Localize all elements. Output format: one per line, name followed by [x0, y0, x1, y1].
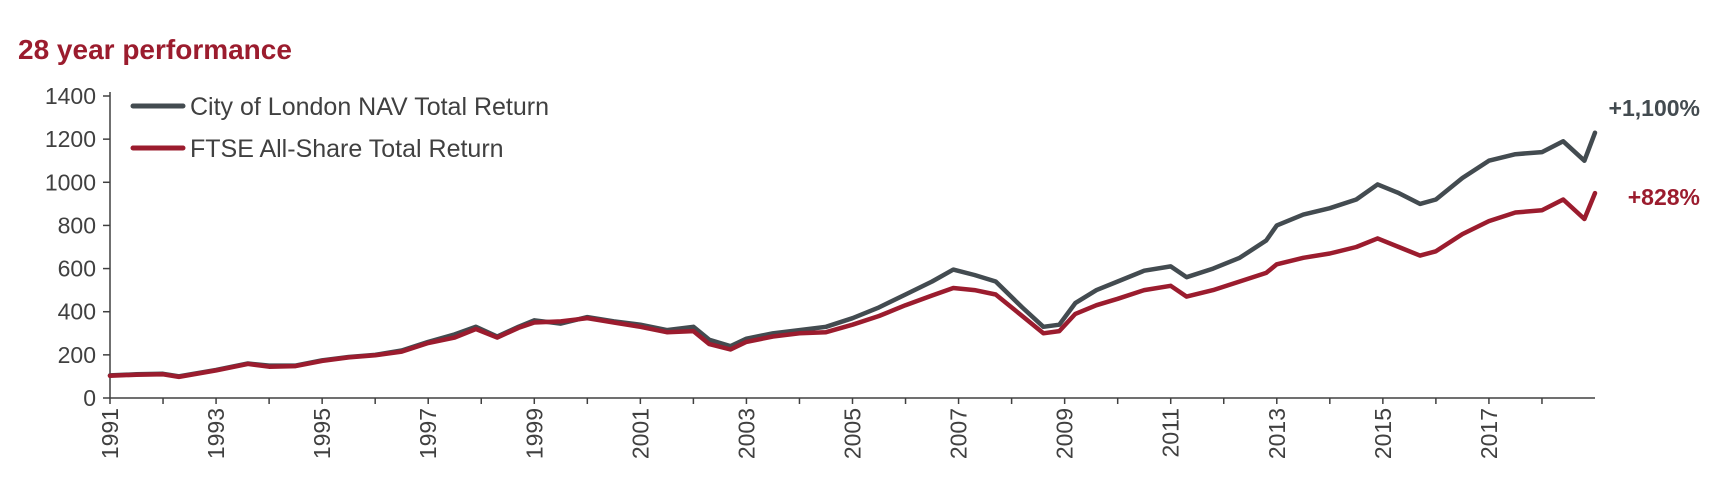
x-tick-label: 1999	[521, 408, 547, 459]
x-tick-label: 2005	[840, 408, 866, 459]
end-label-2: +828%	[1628, 184, 1700, 210]
x-tick-label: 1997	[415, 408, 441, 459]
end-label-1: +1,100%	[1609, 95, 1700, 121]
series-line-2	[107, 190, 1598, 380]
y-tick-label: 200	[58, 342, 96, 368]
y-tick-label: 1000	[45, 169, 96, 195]
y-axis-ticks: 0 200 400 600 800 1000 1200 1400	[45, 83, 110, 411]
y-tick-label: 800	[58, 212, 96, 238]
x-tick-label: 2007	[946, 408, 972, 459]
y-tick-label: 1200	[45, 126, 96, 152]
x-tick-label: 2011	[1158, 408, 1184, 457]
end-labels: +1,100% +828%	[1609, 95, 1700, 210]
x-tick-label: 2003	[733, 408, 759, 459]
x-tick-label: 1991	[97, 408, 123, 459]
x-tick-label: 1993	[203, 408, 229, 459]
series-lines	[107, 130, 1598, 380]
x-tick-label: 2009	[1052, 408, 1078, 459]
x-axis-ticks: 1991 1993 1995 1997 1999 2001 2003 2005 2007 2009…	[97, 398, 1543, 459]
legend-label-2: FTSE All-Share Total Return	[190, 135, 504, 163]
legend: City of London NAV Total Return FTSE All-…	[130, 93, 549, 163]
y-tick-label: 400	[58, 299, 96, 325]
y-tick-label: 1400	[45, 83, 96, 109]
x-tick-label: 2001	[627, 408, 653, 459]
series-line-1	[107, 130, 1598, 379]
y-tick-label: 0	[83, 385, 96, 411]
x-tick-label: 2013	[1264, 408, 1290, 459]
legend-label-1: City of London NAV Total Return	[190, 93, 549, 121]
x-tick-label: 1995	[309, 408, 335, 459]
y-tick-label: 600	[58, 256, 96, 282]
x-tick-label: 2017	[1476, 408, 1502, 459]
x-tick-label: 2015	[1370, 408, 1396, 459]
chart-title: 28 year performance	[18, 34, 292, 65]
